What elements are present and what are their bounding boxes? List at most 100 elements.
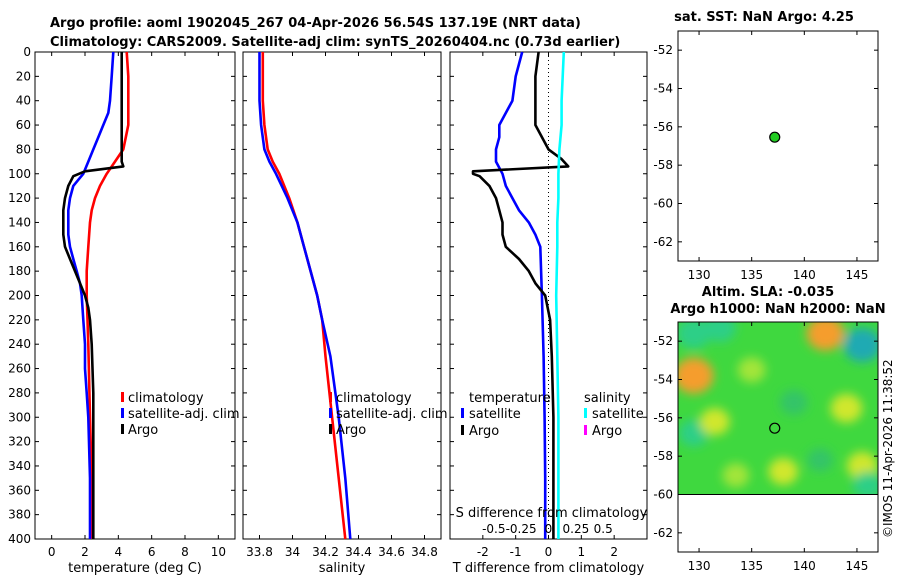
y-tick-label: 220	[8, 313, 31, 327]
y-tick-label: 140	[8, 215, 31, 229]
t-difference-panel: -2 -1 0 1 2 T difference from climatology temp…	[449, 51, 648, 576]
legend-swatch-satellite	[329, 408, 332, 418]
series-line-t_argo	[471, 51, 570, 539]
y-tick-label: 260	[8, 362, 31, 376]
legend-label-s_argo: Argo	[592, 424, 622, 439]
s-difference-label: S difference from climatology	[456, 506, 648, 521]
map-frame	[677, 321, 879, 553]
series-line-climatology	[85, 51, 130, 539]
map-frame	[677, 30, 879, 262]
x-tick-label: 0	[48, 545, 56, 559]
x-tick-label: 8	[181, 545, 189, 559]
sla-heatmap-blobs	[678, 322, 878, 495]
y-tick-label: 0	[23, 45, 31, 59]
legend-label-argo: Argo	[128, 423, 158, 438]
figure-title-line1: Argo profile: aoml 1902045_267 04-Apr-20…	[50, 16, 581, 31]
x-tick-label: 34	[285, 545, 300, 559]
sst-map-title: sat. SST: NaN Argo: 4.25	[674, 10, 854, 25]
legend-label-satellite: satellite-adj. clim	[128, 407, 240, 422]
plot-frame	[242, 51, 442, 540]
map-y-tick-label: -56	[653, 120, 673, 134]
series-line-s_satellite	[554, 51, 566, 539]
x-tick-label: 2	[610, 545, 618, 559]
sla-heatmap-cell	[779, 389, 808, 416]
legend-swatch-t_argo	[461, 425, 464, 435]
legend-swatch-s_satellite	[584, 408, 587, 418]
map-x-tick-label: 135	[740, 268, 763, 282]
map-y-tick-label: -58	[653, 158, 673, 172]
sla-heatmap-cell	[678, 322, 711, 349]
figure-title-line2: Climatology: CARS2009. Satellite-adj cli…	[50, 35, 620, 50]
legend-swatch-satellite	[121, 408, 124, 418]
y-tick-label: 200	[8, 289, 31, 303]
legend-swatch-climatology	[121, 392, 124, 402]
sla-heatmap-cell	[678, 357, 714, 394]
legend-label-argo: Argo	[336, 423, 366, 438]
map-background	[678, 31, 878, 261]
y-tick-label: 40	[16, 94, 31, 108]
y-tick-label: 100	[8, 167, 31, 181]
series-line-satellite	[67, 51, 115, 539]
plot-frame	[34, 51, 236, 540]
x-tick-label: 34.6	[378, 545, 405, 559]
map-y-tick-label: -58	[653, 449, 673, 463]
y-tick-label: 400	[8, 532, 31, 546]
y-tick-label: 280	[8, 386, 31, 400]
y-tick-label: 240	[8, 337, 31, 351]
map-y-tick-label: -62	[653, 235, 673, 249]
series-line-t_satellite	[494, 51, 547, 539]
map-y-tick-label: -52	[653, 334, 673, 348]
sla-heatmap-cell	[830, 393, 863, 423]
s-tick-label: -0.5	[482, 522, 505, 536]
float-location-marker	[769, 422, 781, 434]
x-tick-label: 2	[81, 545, 89, 559]
map-x-tick-label: 140	[793, 559, 816, 573]
map-y-tick-label: -60	[653, 197, 673, 211]
y-tick-label: 360	[8, 483, 31, 497]
x-tick-label: -1	[510, 545, 522, 559]
x-tick-label: 4	[115, 545, 123, 559]
sla-heatmap-cell	[699, 408, 730, 436]
y-tick-label: 320	[8, 435, 31, 449]
legend-swatch-argo	[121, 424, 124, 434]
x-tick-label: 33.8	[246, 545, 273, 559]
sla-map-title-line1: Altim. SLA: -0.035	[702, 285, 834, 300]
y-tick-label: 340	[8, 459, 31, 473]
x-tick-label: 10	[211, 545, 226, 559]
legend-heading: salinity	[584, 391, 631, 406]
sla-heatmap-cell	[737, 357, 766, 383]
s-tick-label: 0.5	[594, 522, 613, 536]
x-tick-label: 0	[545, 545, 553, 559]
map-x-tick-label: 130	[688, 559, 711, 573]
sla-heatmap-cell	[807, 448, 833, 472]
legend-label-s_satellite: satellite	[592, 407, 644, 422]
legend-swatch-argo	[329, 424, 332, 434]
sla-heatmap	[678, 322, 878, 495]
map-x-tick-label: 145	[845, 559, 868, 573]
plot-frame	[449, 51, 648, 540]
map-x-tick-label: 135	[740, 559, 763, 573]
legend-swatch-t_satellite	[461, 408, 464, 418]
float-location-marker	[769, 131, 781, 143]
x-tick-label: 1	[578, 545, 586, 559]
map-y-tick-label: -62	[653, 526, 673, 540]
legend-label-climatology: climatology	[336, 391, 412, 406]
sla-map-panel: -62 -60 -58 -56 -54 -52 130 135 140 145	[653, 321, 879, 573]
y-tick-label: 180	[8, 264, 31, 278]
y-tick-label: 80	[16, 142, 31, 156]
y-tick-label: 380	[8, 508, 31, 522]
legend-label-t_satellite: satellite	[469, 407, 521, 422]
x-tick-label: 34.8	[411, 545, 438, 559]
s-tick-label: 0	[545, 522, 553, 536]
x-tick-label: 6	[148, 545, 156, 559]
x-tick-label: 34.2	[312, 545, 339, 559]
x-axis-label: salinity	[319, 561, 366, 576]
series-line-argo	[61, 52, 125, 539]
map-x-tick-label: 140	[793, 268, 816, 282]
series-line-satellite	[258, 52, 352, 540]
x-tick-label: 34.4	[345, 545, 372, 559]
y-tick-label: 20	[16, 69, 31, 83]
x-axis-label: T difference from climatology	[452, 561, 645, 576]
sla-heatmap-cell	[852, 471, 878, 495]
temperature-panel: 0204060801001201401601802002202402602803…	[8, 45, 240, 576]
